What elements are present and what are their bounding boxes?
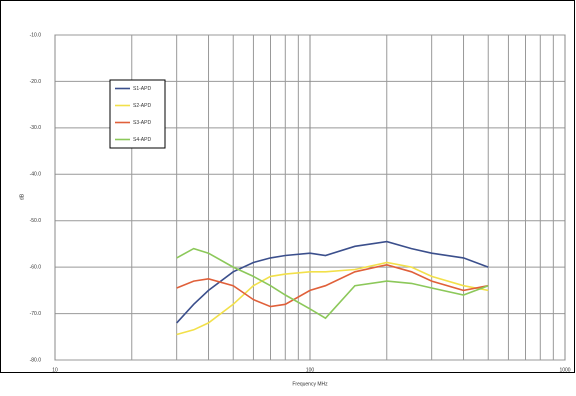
legend: S1-APD S2-APD S3-APD S4-APD [109, 79, 166, 149]
x-tick-label: 1000 [559, 367, 570, 373]
y-tick-label: -70.0 [30, 311, 42, 317]
series-line [176, 240, 489, 324]
y-tick-label: -20.0 [30, 79, 42, 85]
legend-label: S1-APD [133, 86, 151, 92]
y-tick-label: -50.0 [30, 218, 42, 224]
y-tick-label: -60.0 [30, 264, 42, 270]
series-line [176, 247, 489, 320]
series-line [176, 263, 489, 308]
x-axis-label: Frequency MHz [292, 381, 328, 387]
x-tick-label: 10 [52, 367, 58, 373]
y-tick-label: -40.0 [30, 172, 42, 178]
x-tick-label: 100 [306, 367, 315, 373]
y-axis-label: dB [19, 193, 25, 200]
legend-box [109, 79, 166, 149]
series-line [176, 261, 489, 336]
legend-label: S4-APD [133, 137, 151, 143]
y-tick-label: -30.0 [30, 125, 42, 131]
y-tick-label: -10.0 [30, 32, 42, 38]
y-tick-label: -80.0 [30, 357, 42, 363]
legend-label: S3-APD [133, 120, 151, 126]
legend-label: S2-APD [133, 103, 151, 109]
